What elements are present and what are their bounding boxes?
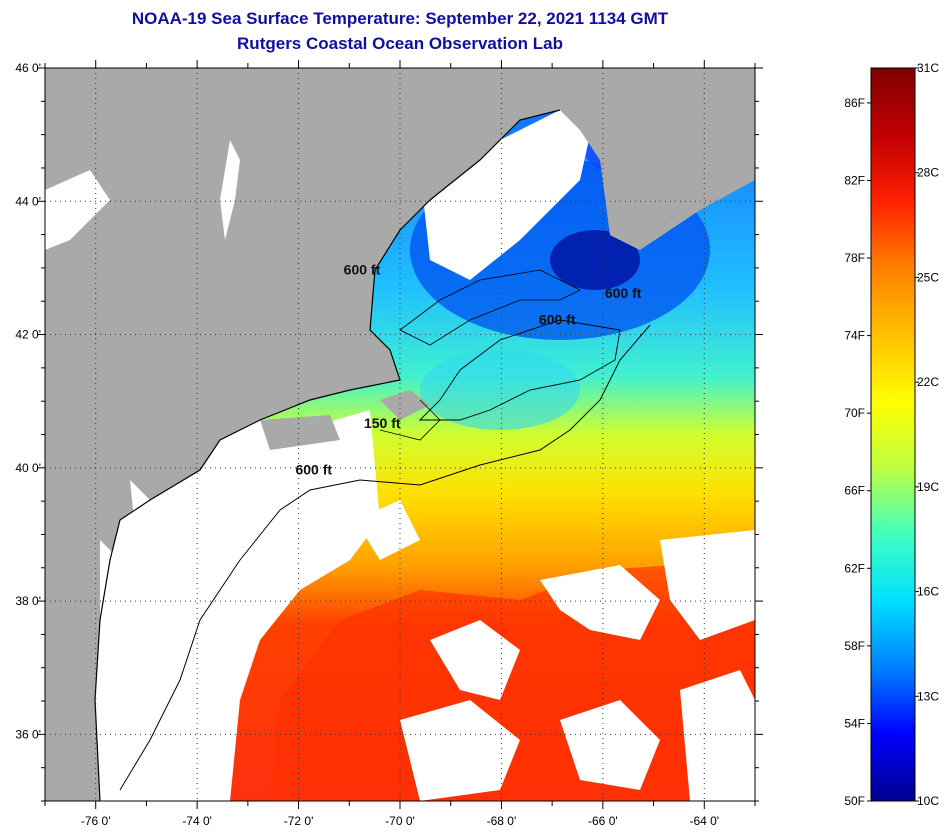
lat-tick-label: 46 0' [15,61,41,75]
cloud-patch-7 [355,500,420,560]
map-axis-ticks: -76 0' -74 0' -72 0' -70 0' -68 0' -66 0' -64 … [15,60,763,828]
contour-label: 600 ft [539,312,576,328]
cape-cod-land [380,390,430,420]
fahrenheit-label: 78F [844,251,865,265]
celsius-label: 28C [917,166,939,180]
contour-labels: 600 ft 600 ft 600 ft 150 ft 600 ft [295,262,641,478]
contour-label: 150 ft [364,415,401,431]
new-brunswick-land [560,68,755,160]
nova-scotia-land [610,150,755,250]
fahrenheit-label: 58F [844,639,865,653]
delaware-bay [130,480,150,540]
lat-tick-label: 38 0' [15,594,41,608]
lat-tick-label: 40 0' [15,461,41,475]
celsius-label: 19C [917,480,939,494]
contour-150ft [379,399,441,441]
contour-georges-bank [418,319,621,421]
celsius-label: 16C [917,585,939,599]
lon-tick-label: -66 0' [588,814,618,828]
cloud-patch-2 [540,565,660,640]
cloud-patch-4 [400,700,520,801]
lon-tick-label: -74 0' [182,814,212,828]
lat-tick-label: 36 0' [15,727,41,741]
lat-tick-label: 44 0' [15,194,41,208]
map-title: NOAA-19 Sea Surface Temperature: Septemb… [131,9,669,28]
fahrenheit-label: 86F [844,96,865,110]
colorbar-labels: 31C 28C 25C 22C 19C 16C 13C 10C 86F 82F 78F 74F 70F 6… [844,61,939,808]
lon-tick-label: -72 0' [284,814,314,828]
celsius-label: 10C [917,794,939,808]
cloud-cover-maine [420,90,600,280]
contour-600ft-shelf [119,324,651,791]
contour-gulf-of-maine [399,269,581,346]
fahrenheit-label: 74F [844,329,865,343]
contour-label: 600 ft [344,262,381,278]
contour-label: 600 ft [605,285,642,301]
cloud-patch-1 [430,620,520,700]
map-subtitle: Rutgers Coastal Ocean Observation Lab [237,34,563,53]
lake-champlain [220,140,240,240]
lon-tick-label: -70 0' [385,814,415,828]
cloud-patch-5 [560,700,660,790]
colorbar-scale [870,67,916,802]
contour-label: 600 ft [295,461,332,477]
celsius-label: 13C [917,689,939,703]
lon-tick-label: -68 0' [487,814,517,828]
lat-tick-label: 42 0' [15,328,41,342]
cloud-patch-3 [660,530,755,640]
celsius-label: 31C [917,61,939,75]
fahrenheit-label: 82F [844,173,865,187]
fahrenheit-label: 66F [844,484,865,498]
cold-core-patch [550,230,640,290]
celsius-label: 25C [917,270,939,284]
land-mass [45,68,755,801]
lon-tick-label: -64 0' [689,814,719,828]
fahrenheit-label: 62F [844,561,865,575]
fahrenheit-label: 50F [844,794,865,808]
long-island-land [260,415,340,450]
cloud-patch-6 [680,670,755,801]
celsius-label: 22C [917,375,939,389]
lake-ontario [45,170,110,250]
fahrenheit-label: 70F [844,406,865,420]
coastline [94,109,561,801]
lon-tick-label: -76 0' [81,814,111,828]
fahrenheit-label: 54F [844,716,865,730]
